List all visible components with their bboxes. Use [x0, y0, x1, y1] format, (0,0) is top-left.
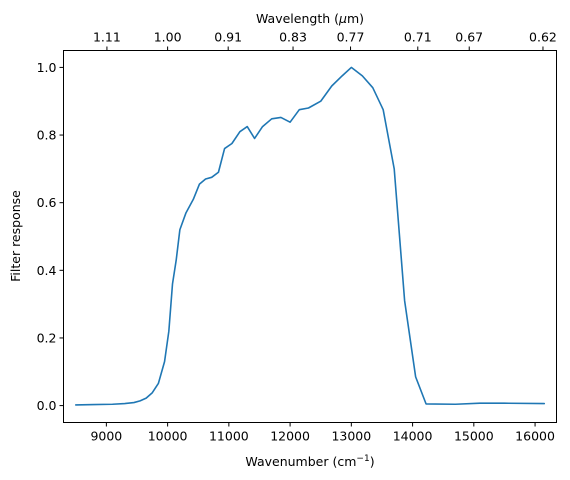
y-tick-label: 0.2 — [37, 330, 57, 345]
x-tick-label: 13000 — [331, 429, 371, 444]
x-tick-label: 11000 — [209, 429, 249, 444]
filter-response-line — [74, 66, 546, 406]
top-tick-label: 1.11 — [93, 30, 121, 45]
y-tick-label: 0.6 — [37, 195, 57, 210]
top-tick-label: 0.71 — [404, 30, 432, 45]
x-tick-label: 12000 — [270, 429, 310, 444]
y-axis-left: 0.0 0.2 0.4 0.6 0.8 1.0 — [37, 60, 64, 413]
top-tick-label: 0.91 — [214, 30, 242, 45]
y-tick-label: 0.0 — [37, 398, 57, 413]
top-axis-label: Wavelength (μm) — [256, 11, 364, 26]
x-axis-bottom: 9000 10000 11000 12000 13000 14000 15000 16000 — [90, 422, 555, 444]
x-axis-top: 1.11 1.00 0.91 0.83 0.77 0.71 0.67 0.62 — [93, 30, 557, 51]
y-tick-label: 1.0 — [37, 60, 57, 75]
series-layer — [74, 66, 546, 406]
y-tick-label: 0.4 — [37, 263, 57, 278]
x-tick-label: 16000 — [515, 429, 555, 444]
plot-area-frame — [63, 50, 557, 423]
top-tick-label: 0.77 — [337, 30, 365, 45]
x-tick-label: 9000 — [90, 429, 122, 444]
x-tick-label: 15000 — [454, 429, 494, 444]
top-tick-label: 0.83 — [279, 30, 307, 45]
top-tick-label: 0.62 — [529, 30, 557, 45]
y-tick-label: 0.8 — [37, 128, 57, 143]
top-tick-label: 1.00 — [154, 30, 182, 45]
x-axis-label: Wavenumber (cm−1) — [245, 454, 374, 469]
y-axis-label: Filter response — [8, 190, 23, 282]
top-tick-label: 0.67 — [455, 30, 483, 45]
x-tick-label: 10000 — [148, 429, 188, 444]
x-tick-label: 14000 — [393, 429, 433, 444]
